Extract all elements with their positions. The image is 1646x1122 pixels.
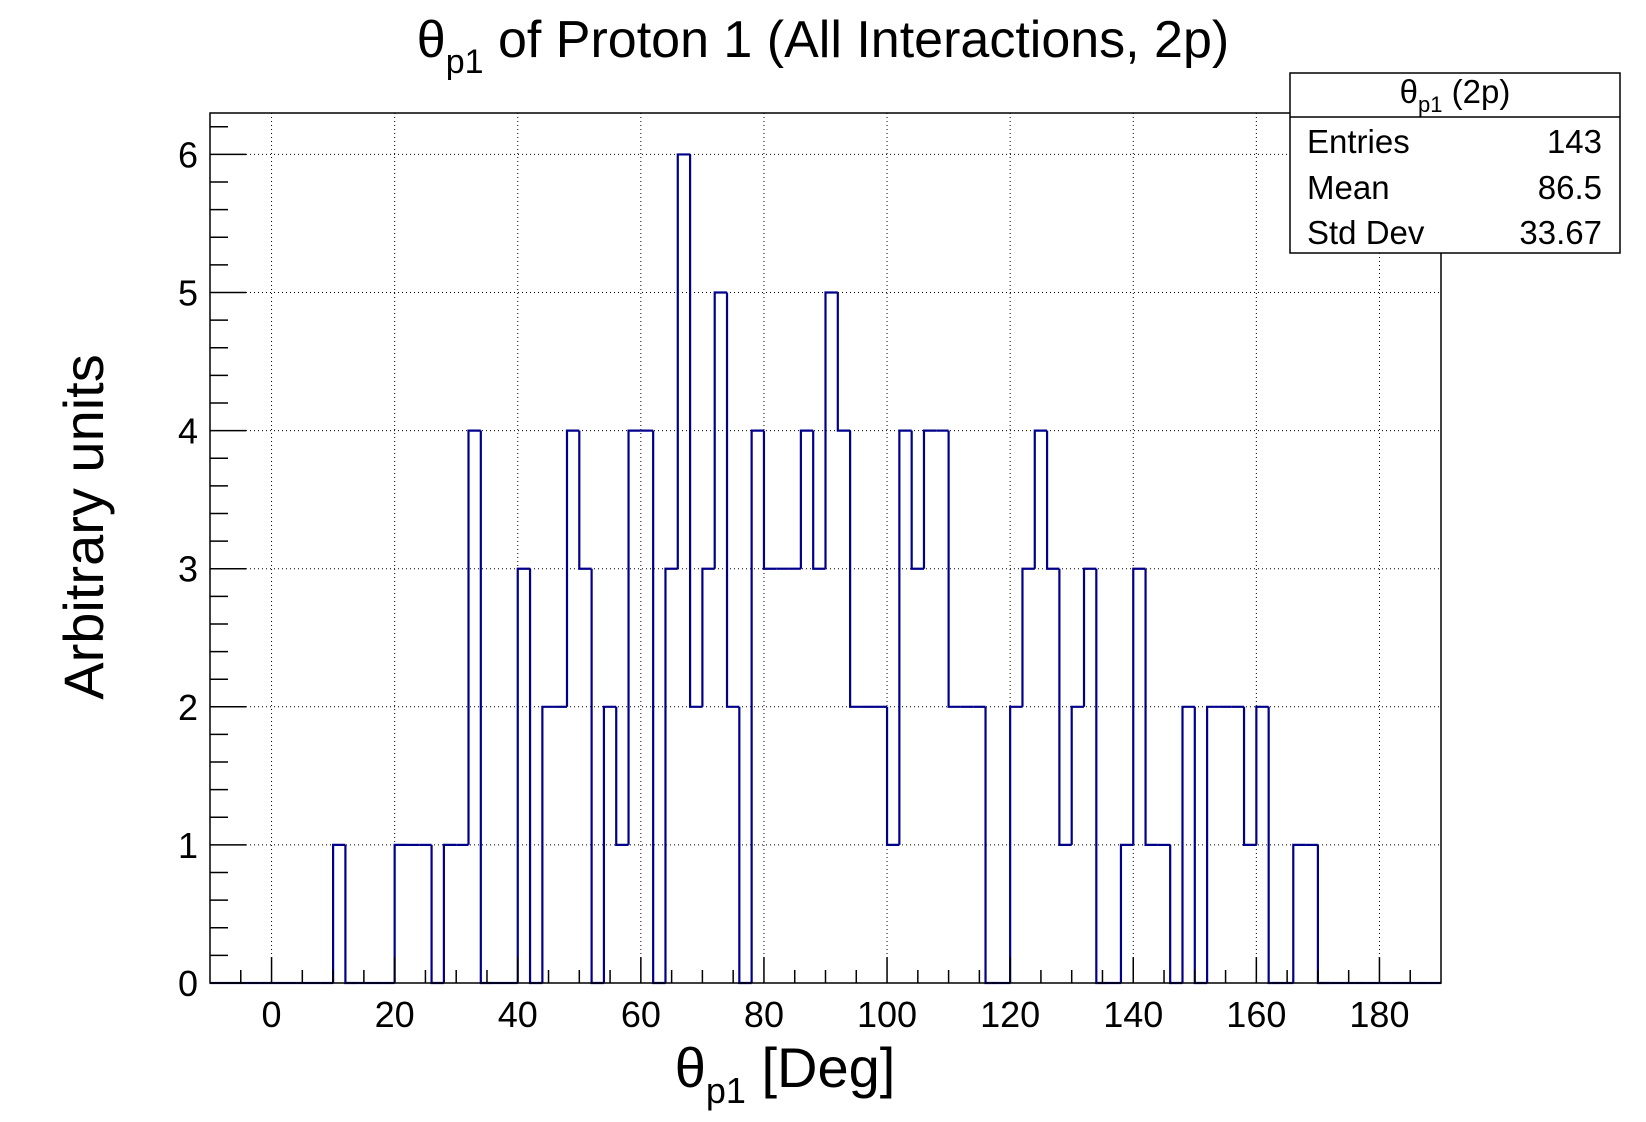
histogram-bin [1070,705,1085,845]
histogram-bin [713,291,728,569]
histogram-bin [615,706,629,847]
histogram-bin [442,843,457,983]
axis-ticks [210,126,1411,984]
histogram-bin [467,429,481,845]
y-axis-title: Arbitrary units [52,354,115,699]
histogram-bin [762,430,777,570]
histogram-bin [1095,568,1109,985]
x-axis-title: θp1 [Deg] [675,1036,896,1111]
x-tick-label: 40 [498,994,538,1035]
stats-box-title: θp1 (2p) [1400,73,1511,117]
histogram-bin [578,430,592,570]
histogram-bin [824,291,838,569]
x-tick-label: 160 [1226,994,1286,1035]
histogram-bin [627,429,641,845]
histogram-bin [1193,706,1208,985]
histogram-bin [676,153,691,569]
histogram-bin [1242,706,1257,847]
y-tick-labels: 0 1 2 3 4 5 6 [178,134,198,1004]
y-tick-label: 5 [178,273,198,314]
histogram-bin [602,705,617,983]
y-tick-label: 0 [178,963,198,1004]
histogram-bin [1181,705,1195,983]
y-tick-label: 1 [178,825,198,866]
histogram-bin [1206,705,1220,983]
histogram-bin [516,567,531,983]
histogram-bin [430,844,444,985]
stats-stddev-value: 33.67 [1519,214,1602,251]
histogram-bin [565,429,580,707]
histogram-bin [1058,568,1072,847]
histogram-bin [590,568,604,985]
x-tick-label: 120 [980,994,1040,1035]
histogram-bin [1169,844,1183,985]
y-tick-label: 2 [178,687,198,728]
histogram-bin [898,429,912,845]
histogram-bin [393,843,407,983]
histogram-bin [738,706,752,985]
y-tick-label: 3 [178,549,198,590]
histogram-bin [701,567,715,707]
histogram-bin [652,430,666,985]
histogram-bin [1082,567,1097,707]
histogram-bin [750,429,764,983]
histogram-bin [1033,429,1048,569]
stats-mean-value: 86.5 [1538,169,1602,206]
histogram-bin [836,292,851,432]
histogram-bin [1132,567,1146,845]
x-tick-label: 0 [262,994,282,1035]
y-tick-label: 6 [178,134,198,175]
histogram-bin [1144,568,1158,847]
y-tick-label: 4 [178,411,198,452]
histogram-bin [947,430,961,708]
histogram-bin [984,706,998,985]
histogram-bin [344,844,358,985]
histogram-bin [688,154,703,708]
x-tick-label: 20 [375,994,415,1035]
histogram-bin [799,429,814,569]
stats-stddev-label: Std Dev [1307,214,1425,251]
histogram-bin [528,568,543,985]
histogram-bin [812,430,826,570]
histogram-bin [541,705,555,983]
stats-entries-label: Entries [1307,123,1410,160]
histogram-bin [1009,705,1023,983]
histogram-bin [910,430,924,570]
histogram-bin [1316,844,1331,985]
histogram-bin [1292,843,1306,983]
histogram-bin [664,567,678,983]
histogram-bin [922,429,937,569]
stats-box-frame [1289,72,1621,254]
histogram-bin [885,706,900,847]
stats-mean-label: Mean [1307,169,1390,206]
stats-box: θp1 (2p) Entries 143 Mean 86.5 Std Dev 3… [1289,72,1621,254]
x-tick-label: 180 [1349,994,1409,1035]
x-tick-label: 140 [1103,994,1163,1035]
x-tick-label: 100 [857,994,917,1035]
histogram-bin [1119,843,1134,983]
histogram-bin [1255,705,1269,845]
histogram-bin [1021,567,1035,707]
chart-title: θp1 of Proton 1 (All Interactions, 2p) [417,11,1229,81]
histogram-bin [332,843,346,983]
stats-entries-value: 143 [1547,123,1602,160]
x-tick-label: 60 [621,994,661,1035]
x-tick-labels: 0 20 40 60 80 100 120 140 160 180 [262,994,1410,1035]
histogram-bin [849,430,863,708]
x-tick-label: 80 [744,994,784,1035]
histogram-bin [1045,430,1060,570]
histogram-bin [725,292,740,708]
